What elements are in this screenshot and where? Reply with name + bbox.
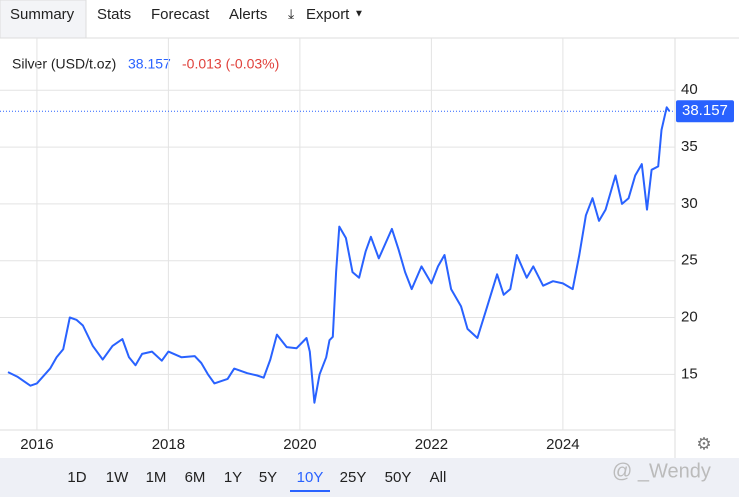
range-button[interactable]: 1M bbox=[146, 469, 167, 486]
active-tab bbox=[0, 0, 87, 39]
last-price-box bbox=[676, 100, 734, 123]
price-line bbox=[7, 106, 671, 404]
x-tick-label: 2024 bbox=[546, 436, 579, 453]
y-tick-label: 20 bbox=[681, 308, 698, 325]
x-tick-label: 2020 bbox=[283, 436, 316, 453]
range-button[interactable]: 6M bbox=[185, 469, 206, 486]
y-tick-label: 35 bbox=[681, 138, 698, 155]
range-button[interactable]: All bbox=[430, 469, 447, 486]
tab[interactable]: Stats bbox=[97, 6, 131, 23]
range-button[interactable]: 10Y bbox=[297, 469, 324, 486]
tab[interactable]: Alerts bbox=[229, 6, 267, 23]
instrument-name: Silver (USD/t.oz) bbox=[12, 56, 116, 72]
watermark: @ _Wendy bbox=[612, 460, 711, 482]
tab[interactable]: Forecast bbox=[151, 6, 210, 23]
price-change: -0.013 (-0.03%) bbox=[182, 56, 279, 72]
tab[interactable]: Export bbox=[306, 6, 350, 23]
tab[interactable]: Summary bbox=[10, 6, 75, 23]
range-button[interactable]: 1W bbox=[106, 469, 129, 486]
range-button[interactable]: 25Y bbox=[340, 469, 367, 486]
y-tick-label: 25 bbox=[681, 252, 698, 269]
range-button[interactable]: 50Y bbox=[385, 469, 412, 486]
y-tick-label: 15 bbox=[681, 365, 698, 382]
x-tick-label: 2018 bbox=[152, 436, 185, 453]
range-button[interactable]: 5Y bbox=[259, 469, 277, 486]
export-icon[interactable]: ⤓ bbox=[288, 6, 294, 22]
range-button[interactable]: 1D bbox=[67, 469, 86, 486]
range-button[interactable]: 1Y bbox=[224, 469, 242, 486]
x-tick-label: 2022 bbox=[415, 436, 448, 453]
last-price-label: 38.157 bbox=[682, 102, 728, 119]
y-tick-label: 40 bbox=[681, 81, 698, 98]
dropdown-caret[interactable]: ▼ bbox=[354, 9, 364, 20]
x-tick-label: 2016 bbox=[20, 436, 53, 453]
settings-icon[interactable]: ⚙ bbox=[696, 434, 711, 453]
range-bar bbox=[0, 458, 739, 497]
last-price: 38.157 bbox=[128, 56, 171, 72]
y-tick-label: 30 bbox=[681, 195, 698, 212]
